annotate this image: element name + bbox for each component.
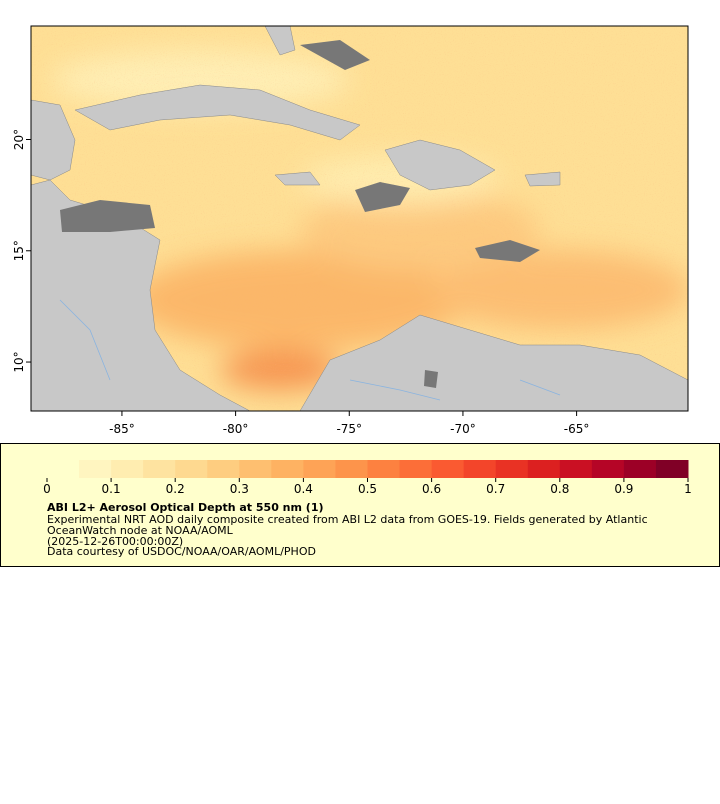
colorbar-segment xyxy=(527,460,561,478)
x-tick-label: -85° xyxy=(109,422,135,436)
map-frame xyxy=(30,25,689,412)
colorbar-segment xyxy=(495,460,529,478)
colorbar-segment xyxy=(239,460,272,478)
map-field xyxy=(31,26,688,411)
colorbar-tick-label: 0.7 xyxy=(486,482,505,496)
colorbar-segment xyxy=(79,460,112,478)
legend-title: ABI L2+ Aerosol Optical Depth at 550 nm … xyxy=(47,501,324,514)
legend-line: (2025-12-26T00:00:00Z) xyxy=(47,535,183,548)
colorbar-segment xyxy=(111,460,144,478)
colorbar-tick-label: 0.6 xyxy=(422,482,441,496)
x-tick-label: -70° xyxy=(450,422,476,436)
colorbar-segment xyxy=(367,460,401,478)
y-tick-label: 20° xyxy=(12,129,26,150)
colorbar-segment xyxy=(623,460,657,478)
colorbar-tick-label: 0.1 xyxy=(102,482,121,496)
colorbar-tick-label: 1 xyxy=(684,482,692,496)
axes: -85° -80° -75° -70° -65° 10° 15° 20° xyxy=(12,129,589,436)
colorbar-tick-label: 0.8 xyxy=(550,482,569,496)
legend-line: Experimental NRT AOD daily composite cre… xyxy=(47,513,648,526)
colorbar-segment xyxy=(591,460,625,478)
y-tick-label: 15° xyxy=(12,240,26,261)
colorbar-tick-label: 0.4 xyxy=(294,482,313,496)
legend-line: OceanWatch node at NOAA/AOML xyxy=(47,524,234,537)
colorbar-segment xyxy=(207,460,240,478)
colorbar-segment xyxy=(431,460,465,478)
colorbar-segment xyxy=(175,460,208,478)
colorbar-segment xyxy=(559,460,593,478)
colorbar-segment xyxy=(47,460,80,478)
colorbar-tick-label: 0.9 xyxy=(614,482,633,496)
x-tick-label: -65° xyxy=(564,422,590,436)
x-tick-label: -75° xyxy=(336,422,362,436)
colorbar-tick-label: 0 xyxy=(43,482,51,496)
colorbar: 0 0.1 0.2 0.3 0.4 0.5 0.6 0.7 0.8 0.9 1 xyxy=(43,460,692,496)
colorbar-tick-label: 0.3 xyxy=(230,482,249,496)
colorbar-tick-label: 0.5 xyxy=(358,482,377,496)
colorbar-segment xyxy=(655,460,689,478)
legend-line: Data courtesy of USDOC/NOAA/OAR/AOML/PHO… xyxy=(47,545,316,558)
x-tick-label: -80° xyxy=(223,422,249,436)
colorbar-segment xyxy=(399,460,433,478)
colorbar-tick-label: 0.2 xyxy=(166,482,185,496)
colorbar-segment xyxy=(271,460,304,478)
colorbar-segment xyxy=(143,460,176,478)
y-tick-label: 10° xyxy=(12,351,26,372)
colorbar-segment xyxy=(303,460,336,478)
colorbar-segment xyxy=(463,460,497,478)
colorbar-segment xyxy=(335,460,368,478)
